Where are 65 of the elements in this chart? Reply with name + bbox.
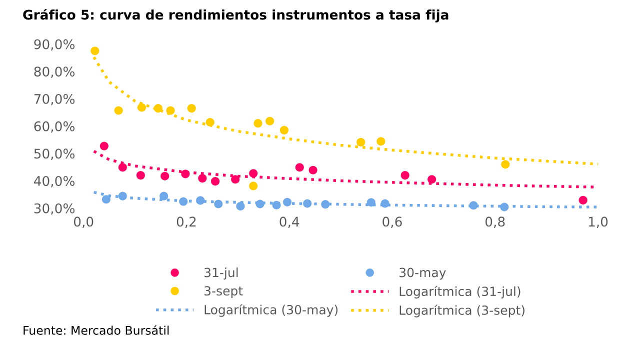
y-tick-label: 60,0%: [34, 121, 75, 133]
point: [196, 196, 205, 205]
point: [272, 200, 281, 210]
point: [376, 137, 386, 146]
legend-label: 30-may: [400, 268, 446, 280]
point: [114, 106, 123, 115]
y-tick-label: 70,0%: [34, 94, 75, 106]
x-tick-label: 0,8: [485, 216, 505, 228]
point: [210, 177, 220, 186]
point: [280, 126, 288, 134]
point: [356, 138, 366, 146]
point: [136, 171, 145, 180]
point: [179, 197, 188, 206]
point: [181, 170, 190, 178]
x-tick-label: 1,0: [588, 216, 608, 228]
point: [249, 169, 258, 178]
point: [308, 166, 318, 174]
point: [166, 106, 175, 115]
point: [102, 195, 111, 204]
y-tick-label: 30,0%: [34, 203, 75, 215]
y-tick-label: 80,0%: [34, 66, 75, 78]
point: [380, 199, 390, 208]
legend-label: Logarítmica (30-may): [204, 304, 338, 317]
point: [231, 175, 240, 184]
point: [501, 160, 510, 169]
point: [469, 201, 478, 210]
point: [254, 119, 262, 128]
point: [160, 192, 168, 200]
x-tick-label: 0,6: [382, 216, 402, 228]
point: [295, 163, 304, 172]
point: [206, 118, 214, 127]
point: [266, 116, 274, 126]
point: [303, 199, 312, 208]
source-note: Fuente: Mercado Bursátil: [24, 325, 169, 335]
legend-label: Logarítmica (31-jul): [400, 286, 520, 298]
point: [321, 200, 330, 209]
x-tick-label: 0,2: [176, 216, 196, 228]
y-tick-label: 40,0%: [34, 176, 75, 188]
point: [283, 198, 292, 206]
point: [214, 200, 223, 208]
y-tick-label: 50,0%: [34, 148, 75, 160]
point: [428, 175, 436, 184]
point: [90, 46, 100, 56]
legend-label: Logarítmica (3-sept): [400, 304, 524, 318]
point: [118, 192, 127, 200]
point: [256, 200, 264, 208]
x-tick-label: 0,4: [280, 216, 300, 228]
chart-title: Gráfico 5: curva de rendimientos instrumentos a tasa fija: [23, 8, 448, 22]
point: [578, 196, 588, 204]
point: [154, 104, 162, 113]
point: [118, 163, 127, 172]
point: [187, 104, 196, 113]
point: [198, 174, 207, 183]
x-tick-label: 0,0: [74, 216, 94, 228]
point: [500, 202, 509, 212]
point: [366, 198, 376, 207]
point: [400, 171, 410, 180]
point: [160, 172, 170, 180]
point: [100, 142, 108, 150]
y-tick-label: 90,0%: [34, 39, 75, 51]
point: [249, 182, 258, 190]
legend-label: 3-sept: [204, 286, 243, 298]
legend-label: 31-jul: [204, 268, 238, 280]
point: [137, 103, 146, 112]
point: [236, 202, 245, 210]
